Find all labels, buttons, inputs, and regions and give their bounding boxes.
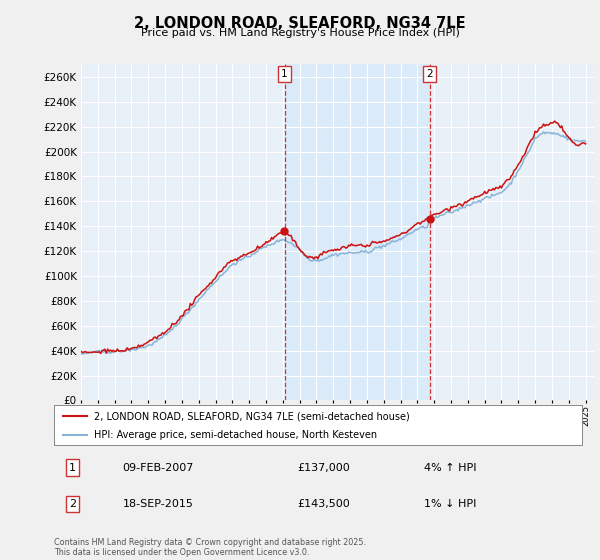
- Text: 1: 1: [69, 463, 76, 473]
- Text: Price paid vs. HM Land Registry's House Price Index (HPI): Price paid vs. HM Land Registry's House …: [140, 28, 460, 38]
- Bar: [284, 64, 430, 400]
- Text: 2, LONDON ROAD, SLEAFORD, NG34 7LE (semi-detached house): 2, LONDON ROAD, SLEAFORD, NG34 7LE (semi…: [94, 411, 409, 421]
- Text: £143,500: £143,500: [297, 499, 350, 509]
- Text: Contains HM Land Registry data © Crown copyright and database right 2025.
This d: Contains HM Land Registry data © Crown c…: [54, 538, 366, 557]
- Text: HPI: Average price, semi-detached house, North Kesteven: HPI: Average price, semi-detached house,…: [94, 430, 377, 440]
- Text: 09-FEB-2007: 09-FEB-2007: [122, 463, 194, 473]
- Text: 18-SEP-2015: 18-SEP-2015: [122, 499, 194, 509]
- Text: £137,000: £137,000: [297, 463, 350, 473]
- Text: 2: 2: [426, 69, 433, 80]
- Text: 2: 2: [69, 499, 76, 509]
- Text: 1% ↓ HPI: 1% ↓ HPI: [424, 499, 476, 509]
- Text: 1: 1: [281, 69, 288, 80]
- Text: 2, LONDON ROAD, SLEAFORD, NG34 7LE: 2, LONDON ROAD, SLEAFORD, NG34 7LE: [134, 16, 466, 31]
- Text: 4% ↑ HPI: 4% ↑ HPI: [424, 463, 476, 473]
